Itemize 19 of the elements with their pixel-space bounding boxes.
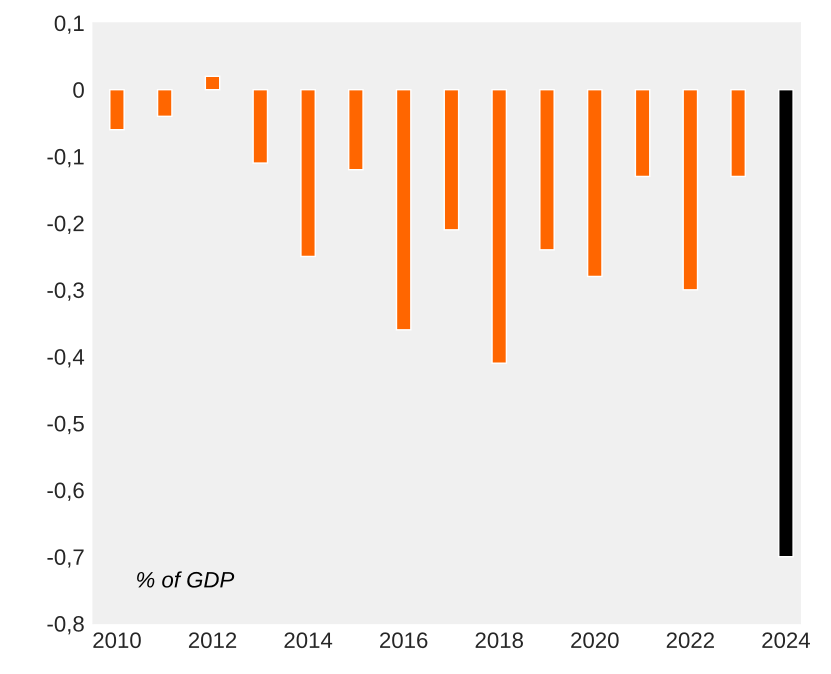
x-tick-label: 2016 xyxy=(380,632,428,648)
y-tick-label: -0,6 xyxy=(47,482,84,501)
x-tick-label: 2020 xyxy=(571,632,619,648)
y-tick-label: -0,1 xyxy=(47,148,84,168)
y-tick-label: -0,8 xyxy=(47,616,84,634)
x-tick-label: 2014 xyxy=(284,632,332,648)
x-tick-label: 2018 xyxy=(476,632,523,648)
y-tick-label: -0,4 xyxy=(47,349,84,368)
y-tick-label: -0,3 xyxy=(47,282,84,301)
y-tick-label: -0,7 xyxy=(47,549,84,568)
y-tick-label: 0 xyxy=(73,82,84,98)
x-tick-label: 2024 xyxy=(762,632,810,648)
annotation: % of GDP xyxy=(137,571,234,588)
x-tick-label: 2010 xyxy=(93,632,141,648)
x-tick-label: 2012 xyxy=(188,632,236,648)
x-tick-label: 2022 xyxy=(666,632,714,648)
y-tick-label: -0,5 xyxy=(47,416,84,434)
y-tick-label: 0,1 xyxy=(54,15,84,34)
y-tick-label: -0,2 xyxy=(47,216,84,234)
